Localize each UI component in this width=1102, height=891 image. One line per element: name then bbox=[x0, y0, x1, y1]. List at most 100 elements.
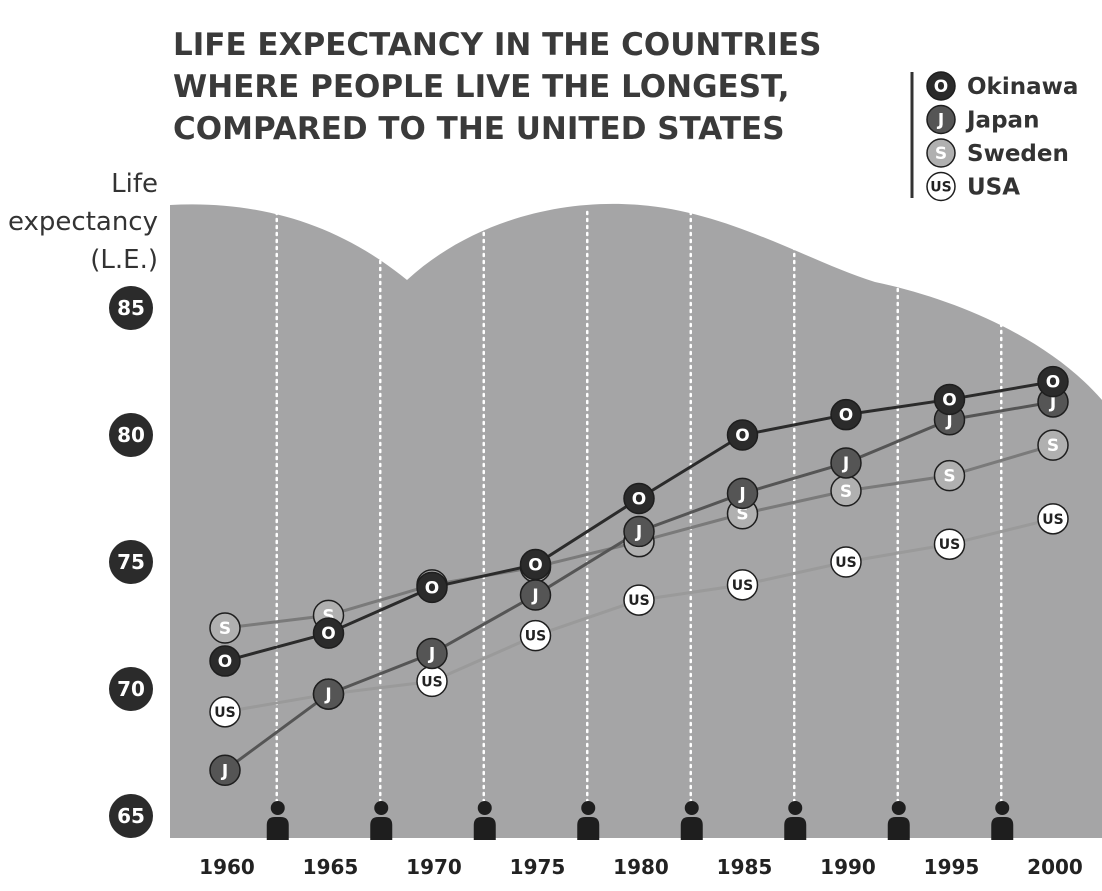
legend-marker: O bbox=[926, 71, 956, 101]
marker-circle bbox=[416, 571, 448, 604]
y-tick-label: 80 bbox=[117, 423, 145, 447]
marker-circle bbox=[933, 528, 966, 560]
person-body bbox=[266, 817, 289, 840]
marker-label: S bbox=[736, 505, 748, 525]
marker-circle bbox=[1037, 503, 1069, 535]
marker-circle bbox=[416, 637, 448, 670]
marker-label: US bbox=[1042, 512, 1063, 528]
marker-usa-1990: US bbox=[830, 546, 862, 578]
marker-label: O bbox=[632, 490, 646, 510]
marker-label: US bbox=[732, 578, 753, 594]
marker-circle bbox=[312, 617, 345, 649]
y-tick-badge bbox=[109, 667, 153, 711]
person-icon bbox=[370, 801, 393, 840]
marker-label: S bbox=[840, 482, 852, 502]
marker-label: J bbox=[428, 644, 435, 664]
marker-label: US bbox=[214, 705, 235, 721]
marker-label: S bbox=[935, 144, 947, 164]
marker-label: J bbox=[1049, 393, 1056, 413]
marker-okinawa-1980: O bbox=[623, 482, 655, 515]
person-icon bbox=[266, 801, 289, 840]
marker-label: O bbox=[425, 578, 439, 598]
person-head bbox=[788, 801, 803, 815]
marker-circle bbox=[623, 515, 655, 548]
legend-label: Japan bbox=[965, 108, 1039, 134]
marker-label: J bbox=[221, 761, 228, 781]
year-separators bbox=[275, 210, 1003, 807]
x-tick-label: 1980 bbox=[613, 855, 669, 879]
x-tick-label: 1975 bbox=[510, 855, 566, 879]
person-head bbox=[684, 801, 699, 815]
marker-label: US bbox=[930, 180, 951, 196]
y-tick-badge bbox=[109, 540, 153, 584]
y-tick-label: 70 bbox=[117, 677, 145, 701]
marker-label: O bbox=[735, 426, 749, 446]
person-body bbox=[370, 817, 393, 840]
marker-circle bbox=[519, 619, 552, 652]
marker-circle bbox=[209, 754, 241, 787]
marker-label: O bbox=[321, 624, 335, 644]
marker-usa-1980: US bbox=[623, 584, 655, 616]
person-icon bbox=[680, 801, 703, 840]
person-icon bbox=[887, 801, 910, 840]
x-tick-label: 1995 bbox=[924, 855, 980, 879]
marker-usa-1975: US bbox=[519, 619, 552, 652]
marker-circle bbox=[933, 383, 966, 416]
marker-usa-1985: US bbox=[726, 569, 759, 601]
marker-label: US bbox=[628, 593, 649, 609]
marker-okinawa-1960: O bbox=[209, 645, 241, 677]
person-icon bbox=[577, 801, 600, 840]
person-body bbox=[784, 817, 807, 840]
marker-label: J bbox=[738, 484, 745, 504]
marker-circle bbox=[926, 104, 956, 135]
marker-label: J bbox=[324, 685, 331, 705]
marker-label: S bbox=[943, 467, 955, 487]
ylabel-line-1: Life bbox=[111, 169, 158, 199]
person-head bbox=[374, 801, 389, 815]
x-tick-label: 1960 bbox=[199, 855, 255, 879]
title-line-1: LIFE EXPECTANCY IN THE COUNTRIES bbox=[173, 27, 821, 63]
y-tick-label: 75 bbox=[117, 550, 145, 574]
ylabel-line-2: expectancy bbox=[8, 207, 158, 237]
marker-label: US bbox=[421, 674, 442, 690]
marker-label: O bbox=[1046, 373, 1060, 393]
marker-label: J bbox=[842, 454, 849, 474]
marker-japan-1965: J bbox=[312, 678, 345, 710]
person-body bbox=[473, 817, 496, 840]
marker-circle bbox=[830, 447, 862, 479]
marker-circle bbox=[209, 696, 241, 728]
marker-label: O bbox=[839, 406, 853, 426]
y-tick-label: 85 bbox=[117, 296, 145, 320]
title-line-3: COMPARED TO THE UNITED STATES bbox=[173, 111, 785, 147]
marker-label: O bbox=[218, 652, 232, 672]
marker-usa-2000: US bbox=[1037, 503, 1069, 535]
marker-okinawa-1990: O bbox=[830, 398, 862, 431]
marker-circle bbox=[926, 71, 956, 101]
marker-okinawa-1985: O bbox=[726, 419, 759, 451]
y-axis-ticks: 65 70 75 80 85 bbox=[109, 286, 153, 838]
marker-circle bbox=[926, 171, 956, 202]
marker-okinawa-2000: O bbox=[1037, 365, 1069, 398]
marker-label: S bbox=[219, 619, 231, 639]
marker-circle bbox=[1037, 365, 1069, 398]
x-tick-label: 2000 bbox=[1027, 855, 1083, 879]
y-tick: 75 bbox=[109, 540, 153, 584]
marker-japan-1985: J bbox=[726, 477, 759, 510]
person-body bbox=[577, 817, 600, 840]
marker-label: O bbox=[942, 390, 956, 410]
chart-title: LIFE EXPECTANCY IN THE COUNTRIES WHERE P… bbox=[173, 27, 821, 147]
x-tick-label: 1965 bbox=[303, 855, 359, 879]
marker-usa-1995: US bbox=[933, 528, 966, 560]
marker-okinawa-1975: O bbox=[519, 548, 552, 581]
legend-marker: J bbox=[926, 104, 956, 135]
marker-circle bbox=[830, 546, 862, 578]
y-tick-label: 65 bbox=[117, 804, 145, 828]
marker-label: O bbox=[934, 77, 948, 97]
y-tick: 65 bbox=[109, 794, 153, 838]
y-tick: 80 bbox=[109, 413, 153, 457]
title-line-2: WHERE PEOPLE LIVE THE LONGEST, bbox=[173, 69, 790, 105]
marker-sweden-1990: S bbox=[830, 475, 862, 507]
legend-entry-japan: J Japan bbox=[926, 104, 1039, 135]
x-tick-label: 1970 bbox=[406, 855, 462, 879]
marker-japan-1970: J bbox=[416, 637, 448, 670]
